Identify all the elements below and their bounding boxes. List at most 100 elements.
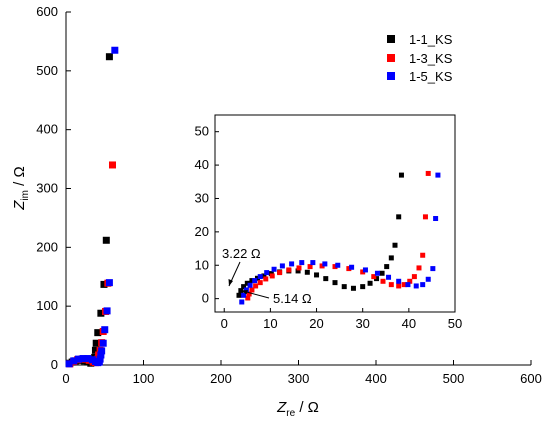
inset-data-point: [396, 278, 402, 284]
main-data-point: [100, 280, 108, 288]
inset-y-tick-label: 0: [202, 291, 209, 306]
main-data-point: [65, 360, 73, 368]
inset-data-point: [422, 214, 428, 220]
inset-data-point: [261, 273, 267, 279]
inset-data-points: [236, 170, 441, 305]
inset-data-point: [374, 270, 380, 276]
annotation-3-22-arrowhead: [228, 279, 233, 286]
inset-data-point: [310, 260, 316, 266]
legend-marker-1-1-ks: [387, 35, 395, 43]
inset-y-tick-label: 50: [195, 124, 209, 139]
inset-data-point: [307, 264, 313, 270]
y-axis-subscript: im: [20, 190, 31, 201]
main-data-point: [91, 346, 99, 354]
inset-data-point: [407, 278, 413, 284]
legend-label-1-1-ks: 1-1_KS: [409, 32, 453, 47]
main-data-point: [103, 307, 111, 315]
inset-data-point: [380, 278, 386, 284]
inset-data-point: [335, 262, 341, 268]
inset-data-point: [362, 267, 368, 273]
inset-data-point: [241, 284, 247, 290]
annotation-5-14-arrow: [242, 290, 270, 299]
inset-data-point: [249, 278, 255, 284]
y-axis-unit: / Ω: [11, 166, 28, 190]
main-y-tick-label: 200: [36, 239, 58, 254]
inset-data-point: [392, 242, 398, 248]
inset-data-point: [430, 266, 436, 272]
legend: 1-1_KS 1-3_KS 1-5_KS: [387, 32, 453, 84]
inset-y-ticks: 0 10 20 30 40 50: [195, 124, 219, 306]
main-x-tick-label: 0: [62, 371, 69, 386]
inset-data-point: [271, 266, 277, 272]
main-data-point: [105, 279, 113, 287]
main-y-tick-label: 0: [51, 357, 58, 372]
inset-data-point: [367, 280, 373, 286]
main-data-point: [84, 355, 92, 363]
main-y-tick-label: 300: [36, 181, 58, 196]
inset-data-point: [286, 267, 292, 273]
inset-data-point: [252, 278, 258, 284]
inset-x-tick-label: 0: [221, 316, 228, 331]
x-axis-subscript: re: [286, 408, 295, 419]
main-data-point: [99, 339, 107, 347]
inset-y-tick-label: 30: [195, 190, 209, 205]
inset-data-point: [319, 263, 325, 269]
inset-x-tick-label: 50: [448, 316, 462, 331]
inset-data-point: [420, 282, 426, 288]
inset-data-point: [350, 285, 356, 291]
inset-data-point: [236, 292, 242, 298]
main-x-ticks: 0 100 200 300 400 500 600: [62, 360, 542, 386]
inset-data-point: [398, 172, 404, 178]
inset-data-point: [247, 282, 253, 288]
inset-data-point: [322, 261, 328, 267]
main-data-point: [96, 355, 104, 363]
inset-x-tick-label: 10: [263, 316, 277, 331]
main-data-point: [101, 326, 109, 334]
inset-data-point: [388, 255, 394, 261]
inset-data-point: [254, 275, 260, 281]
main-data-point: [98, 347, 106, 355]
inset-data-point: [374, 276, 380, 282]
inset-data-point: [349, 264, 355, 270]
main-data-point: [70, 357, 78, 365]
main-data-point: [79, 355, 87, 363]
inset-data-point: [277, 270, 283, 276]
legend-marker-1-5-ks: [387, 72, 395, 80]
inset-data-point: [304, 269, 310, 275]
inset-data-point: [245, 295, 251, 301]
inset-data-point: [269, 273, 275, 279]
x-axis-symbol: Z: [276, 399, 287, 416]
inset-data-point: [257, 274, 263, 280]
main-x-tick-label: 200: [210, 371, 232, 386]
legend-label-1-3-ks: 1-3_KS: [409, 51, 453, 66]
inset-data-point: [401, 282, 407, 288]
inset-data-point: [379, 270, 385, 276]
inset-x-tick-label: 30: [355, 316, 369, 331]
inset-data-point: [384, 264, 390, 270]
main-data-point: [97, 351, 105, 359]
inset-data-point: [263, 276, 269, 282]
inset-data-point: [420, 252, 426, 258]
main-data-point: [94, 329, 102, 337]
inset-y-tick-label: 20: [195, 224, 209, 239]
inset-data-point: [360, 269, 366, 275]
main-x-tick-label: 600: [520, 371, 542, 386]
main-data-point: [92, 339, 100, 347]
inset-y-tick-label: 10: [195, 257, 209, 272]
main-y-tick-label: 500: [36, 63, 58, 78]
inset-data-point: [238, 288, 244, 294]
inset-data-point: [413, 283, 419, 289]
inset-data-point: [332, 280, 338, 286]
inset-data-point: [253, 283, 259, 289]
inset-data-point: [396, 214, 402, 220]
inset-data-point: [396, 283, 402, 289]
main-y-tick-label: 400: [36, 122, 58, 137]
main-y-tick-label: 100: [36, 298, 58, 313]
inset-data-point: [411, 274, 417, 280]
inset-y-tick-label: 40: [195, 157, 209, 172]
inset-data-point: [243, 287, 249, 293]
main-x-tick-label: 100: [133, 371, 155, 386]
